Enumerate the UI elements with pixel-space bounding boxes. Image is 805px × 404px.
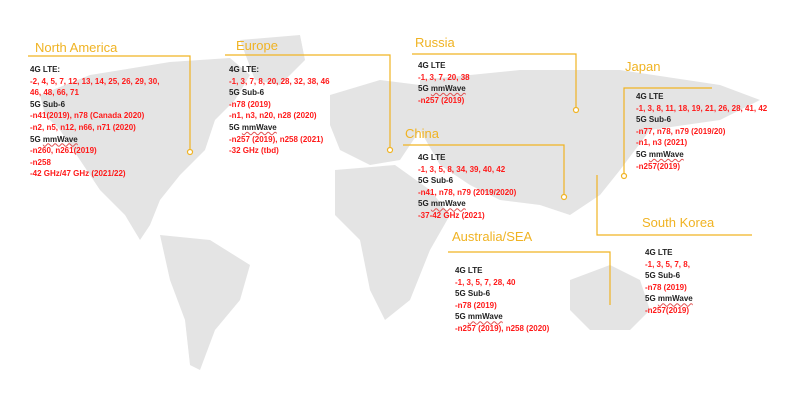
band-list: -n1, n3, n20, n28 (2020) bbox=[229, 111, 317, 121]
band-list: -n2, n5, n12, n66, n71 (2020) bbox=[30, 122, 136, 132]
china-bands: 4G LTE -1, 3, 5, 8, 34, 39, 40, 42 5G Sub-… bbox=[418, 152, 516, 222]
band-category-label: 5G mmWave bbox=[636, 149, 684, 159]
band-list: -1, 3, 7, 20, 38 bbox=[418, 72, 470, 82]
band-list: -n260, n261(2019) bbox=[30, 146, 97, 156]
band-list: 46, 48, 66, 71 bbox=[30, 88, 79, 98]
australia-sea-title: Australia/SEA bbox=[452, 229, 533, 244]
band-category-label: 5G mmWave bbox=[645, 294, 693, 304]
band-category-label: 5G Sub-6 bbox=[418, 176, 454, 186]
band-category-label: 5G Sub-6 bbox=[455, 289, 491, 299]
north-america-landmass bbox=[40, 58, 250, 240]
band-category-label: 5G Sub-6 bbox=[636, 115, 672, 125]
north-america-callout-line bbox=[28, 55, 191, 152]
north-america-title: North America bbox=[35, 40, 118, 55]
band-list: -n257 (2019), n258 (2021) bbox=[229, 134, 324, 144]
japan-bands: 4G LTE -1, 3, 8, 11, 18, 19, 21, 26, 28, … bbox=[636, 91, 767, 172]
band-category-label: 4G LTE bbox=[418, 153, 446, 162]
south-korea-title: South Korea bbox=[642, 215, 715, 230]
band-list: -32 GHz (tbd) bbox=[229, 146, 279, 156]
band-list: -n258 bbox=[30, 157, 51, 167]
south-america-landmass bbox=[160, 235, 250, 370]
band-list: -1, 3, 7, 8, 20, 28, 32, 38, 46 bbox=[229, 76, 330, 86]
australia-sea-bands: 4G LTE -1, 3, 5, 7, 28, 40 5G Sub-6 -n78 (2… bbox=[455, 265, 549, 335]
band-category-label: 4G LTE: bbox=[30, 65, 61, 74]
north-america-bands: 4G LTE: -2, 4, 5, 7, 12, 13, 14, 25, 26, … bbox=[30, 64, 159, 180]
band-category-label: 5G mmWave bbox=[418, 84, 466, 94]
band-category-label: 5G Sub-6 bbox=[229, 88, 265, 98]
russia-marker bbox=[572, 106, 580, 114]
band-list: -42 GHz/47 GHz (2021/22) bbox=[30, 169, 126, 179]
russia-title: Russia bbox=[415, 35, 455, 50]
band-list: -n41(2019), n78 (Canada 2020) bbox=[30, 111, 145, 121]
china-marker bbox=[560, 193, 568, 201]
band-list: -n78 (2019) bbox=[455, 300, 497, 310]
band-list: -1, 3, 5, 7, 8, bbox=[645, 259, 690, 269]
japan-callout-line bbox=[623, 87, 712, 175]
band-list: -n1, n3 (2021) bbox=[636, 138, 688, 148]
band-list: -n78 (2019) bbox=[645, 282, 687, 292]
south-korea-bands: 4G LTE -1, 3, 5, 7, 8, 5G Sub-6 -n78 (2019)… bbox=[645, 247, 693, 317]
band-category-label: 5G Sub-6 bbox=[30, 99, 66, 109]
north-america-marker bbox=[186, 148, 194, 156]
band-list: -n257(2019) bbox=[645, 305, 690, 315]
band-list: -1, 3, 8, 11, 18, 19, 21, 26, 28, 41, 42 bbox=[636, 103, 768, 113]
australia-callout-line bbox=[448, 251, 611, 305]
band-list: -n257 (2019), n258 (2020) bbox=[455, 323, 550, 333]
band-list: -n77, n78, n79 (2019/20) bbox=[636, 126, 726, 136]
japan-marker bbox=[620, 172, 628, 180]
band-list: -n41, n78, n79 (2019/2020) bbox=[418, 187, 517, 197]
band-list: -n78 (2019) bbox=[229, 99, 271, 109]
russia-bands: 4G LTE -1, 3, 7, 20, 38 5G mmWave -n257 (20… bbox=[418, 60, 470, 106]
band-category-label: 4G LTE bbox=[455, 266, 483, 275]
band-list: -2, 4, 5, 7, 12, 13, 14, 25, 26, 29, 30, bbox=[30, 76, 160, 86]
asia-landmass bbox=[420, 70, 760, 215]
band-category-label: 4G LTE: bbox=[229, 65, 260, 74]
europe-landmass bbox=[330, 80, 420, 165]
band-list: -37-42 GHz (2021) bbox=[418, 210, 485, 220]
band-list: -1, 3, 5, 7, 28, 40 bbox=[455, 277, 516, 287]
band-category-label: 4G LTE bbox=[418, 61, 446, 70]
band-category-label: 5G mmWave bbox=[418, 199, 466, 209]
japan-title: Japan bbox=[625, 59, 661, 74]
europe-marker bbox=[386, 146, 394, 154]
band-category-label: 4G LTE bbox=[645, 248, 673, 257]
south-korea-callout-line bbox=[596, 175, 752, 236]
china-callout-line bbox=[403, 144, 565, 197]
band-category-label: 5G mmWave bbox=[455, 312, 503, 322]
europe-bands: 4G LTE: -1, 3, 7, 8, 20, 28, 32, 38, 46 5G… bbox=[229, 64, 330, 157]
greenland-landmass bbox=[240, 35, 305, 85]
europe-title: Europe bbox=[236, 38, 278, 53]
europe-callout-line bbox=[225, 54, 391, 150]
russia-callout-line bbox=[412, 53, 577, 110]
band-list: -1, 3, 5, 8, 34, 39, 40, 42 bbox=[418, 164, 506, 174]
china-title: China bbox=[405, 126, 439, 141]
band-list: -n257(2019) bbox=[636, 161, 681, 171]
band-category-label: 5G mmWave bbox=[229, 122, 277, 132]
band-category-label: 5G mmWave bbox=[30, 134, 78, 144]
band-category-label: 4G LTE bbox=[636, 92, 664, 101]
band-list: -n257 (2019) bbox=[418, 95, 465, 105]
band-category-label: 5G Sub-6 bbox=[645, 271, 681, 281]
africa-landmass bbox=[335, 165, 450, 320]
